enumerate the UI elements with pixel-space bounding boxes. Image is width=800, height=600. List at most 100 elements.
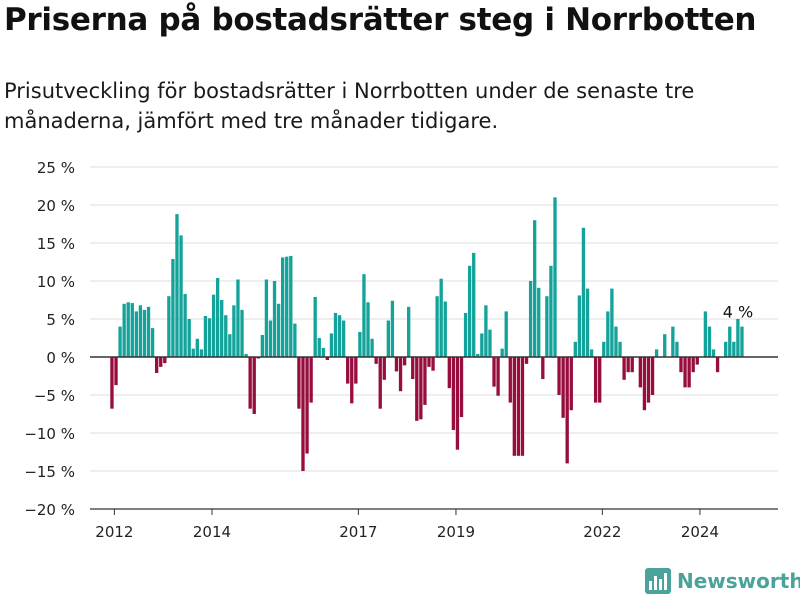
bar	[504, 311, 508, 357]
bar	[370, 338, 374, 357]
bar	[577, 295, 582, 357]
y-tick-label: −10 %	[24, 425, 75, 443]
bar	[435, 296, 439, 357]
bar	[191, 348, 195, 357]
bar	[407, 306, 411, 357]
bar	[390, 300, 395, 357]
y-tick-label: 25 %	[37, 159, 75, 177]
bar	[626, 357, 630, 373]
bar	[110, 357, 114, 409]
bar	[329, 333, 334, 357]
bar	[500, 348, 504, 357]
bar	[646, 357, 651, 403]
bar	[134, 311, 139, 357]
bar	[276, 303, 281, 357]
bar	[496, 357, 500, 396]
bars	[110, 197, 744, 471]
bar	[281, 257, 285, 357]
bar	[175, 214, 179, 357]
bar	[740, 326, 744, 357]
bar	[248, 357, 252, 409]
bar	[224, 315, 228, 357]
bar	[264, 279, 269, 357]
bar	[386, 320, 391, 357]
bar	[508, 357, 512, 403]
bar	[736, 319, 740, 357]
price-change-bar-chart: 25 % 20 % 15 % 10 % 5 % 0 % −5 % −10 % −15 % −20 …	[24, 159, 778, 541]
bar	[561, 357, 565, 418]
bar	[350, 357, 354, 404]
y-tick-label: 5 %	[46, 311, 75, 329]
bar	[382, 357, 386, 380]
bar	[573, 341, 577, 357]
gridlines	[90, 166, 778, 472]
bar	[675, 341, 679, 357]
x-tick-label: 2014	[193, 523, 231, 541]
logo-text: Newsworthy	[677, 569, 800, 593]
bar	[285, 256, 289, 357]
bar	[602, 341, 606, 357]
bar	[472, 252, 476, 357]
bar	[333, 312, 338, 357]
bar	[122, 303, 126, 357]
bar	[260, 334, 265, 357]
y-tick-label: −15 %	[24, 463, 75, 481]
bar	[569, 357, 573, 411]
bar	[565, 357, 569, 464]
bar	[317, 338, 321, 357]
bar	[451, 357, 456, 430]
bar	[549, 265, 553, 357]
bar	[711, 349, 716, 357]
y-tick-label: −20 %	[24, 501, 75, 519]
bar	[150, 328, 155, 357]
bar	[394, 357, 399, 372]
bar	[309, 357, 313, 403]
bar	[537, 287, 541, 357]
chart-subtitle: Prisutveckling för bostadsrätter i Norrb…	[4, 79, 695, 133]
bar	[163, 357, 167, 364]
y-axis-tick-labels: 25 % 20 % 15 % 10 % 5 % 0 % −5 % −10 % −15 % −20 …	[24, 159, 75, 519]
bar	[443, 301, 447, 357]
bar	[346, 357, 350, 384]
bar	[199, 349, 204, 357]
bar	[516, 357, 521, 456]
y-tick-label: 0 %	[46, 349, 75, 367]
bar	[524, 357, 529, 364]
bar	[455, 357, 460, 450]
y-tick-label: 10 %	[37, 273, 75, 291]
bar	[398, 357, 403, 392]
bar	[638, 357, 643, 388]
bar	[337, 315, 342, 357]
bar	[622, 357, 626, 380]
x-tick-label: 2012	[95, 523, 133, 541]
bar	[411, 357, 415, 380]
bar	[301, 357, 305, 471]
bar	[142, 309, 147, 357]
bar	[439, 278, 443, 357]
bar	[341, 320, 346, 357]
bar	[187, 319, 191, 357]
bar	[423, 357, 427, 405]
bar	[130, 303, 134, 357]
bar	[207, 318, 212, 357]
bar	[715, 357, 720, 373]
bar	[533, 220, 537, 357]
y-tick-label: 15 %	[37, 235, 75, 253]
bar	[695, 357, 699, 365]
bar	[484, 305, 488, 357]
bar	[618, 341, 622, 357]
bar	[155, 357, 159, 373]
bar	[179, 235, 183, 357]
bar	[126, 302, 130, 357]
page-title: Priserna på bostadsrätter steg i Norrbot…	[4, 2, 757, 38]
bar	[691, 357, 695, 373]
bar	[325, 357, 330, 361]
x-axis-ticks: 2012 2014 2017 2019 2022 2024	[95, 509, 719, 541]
bar	[610, 288, 614, 357]
bar	[366, 302, 370, 357]
bar	[520, 357, 525, 456]
bar	[476, 353, 480, 357]
bar	[378, 357, 382, 409]
bar	[654, 349, 659, 357]
bar	[195, 338, 199, 357]
